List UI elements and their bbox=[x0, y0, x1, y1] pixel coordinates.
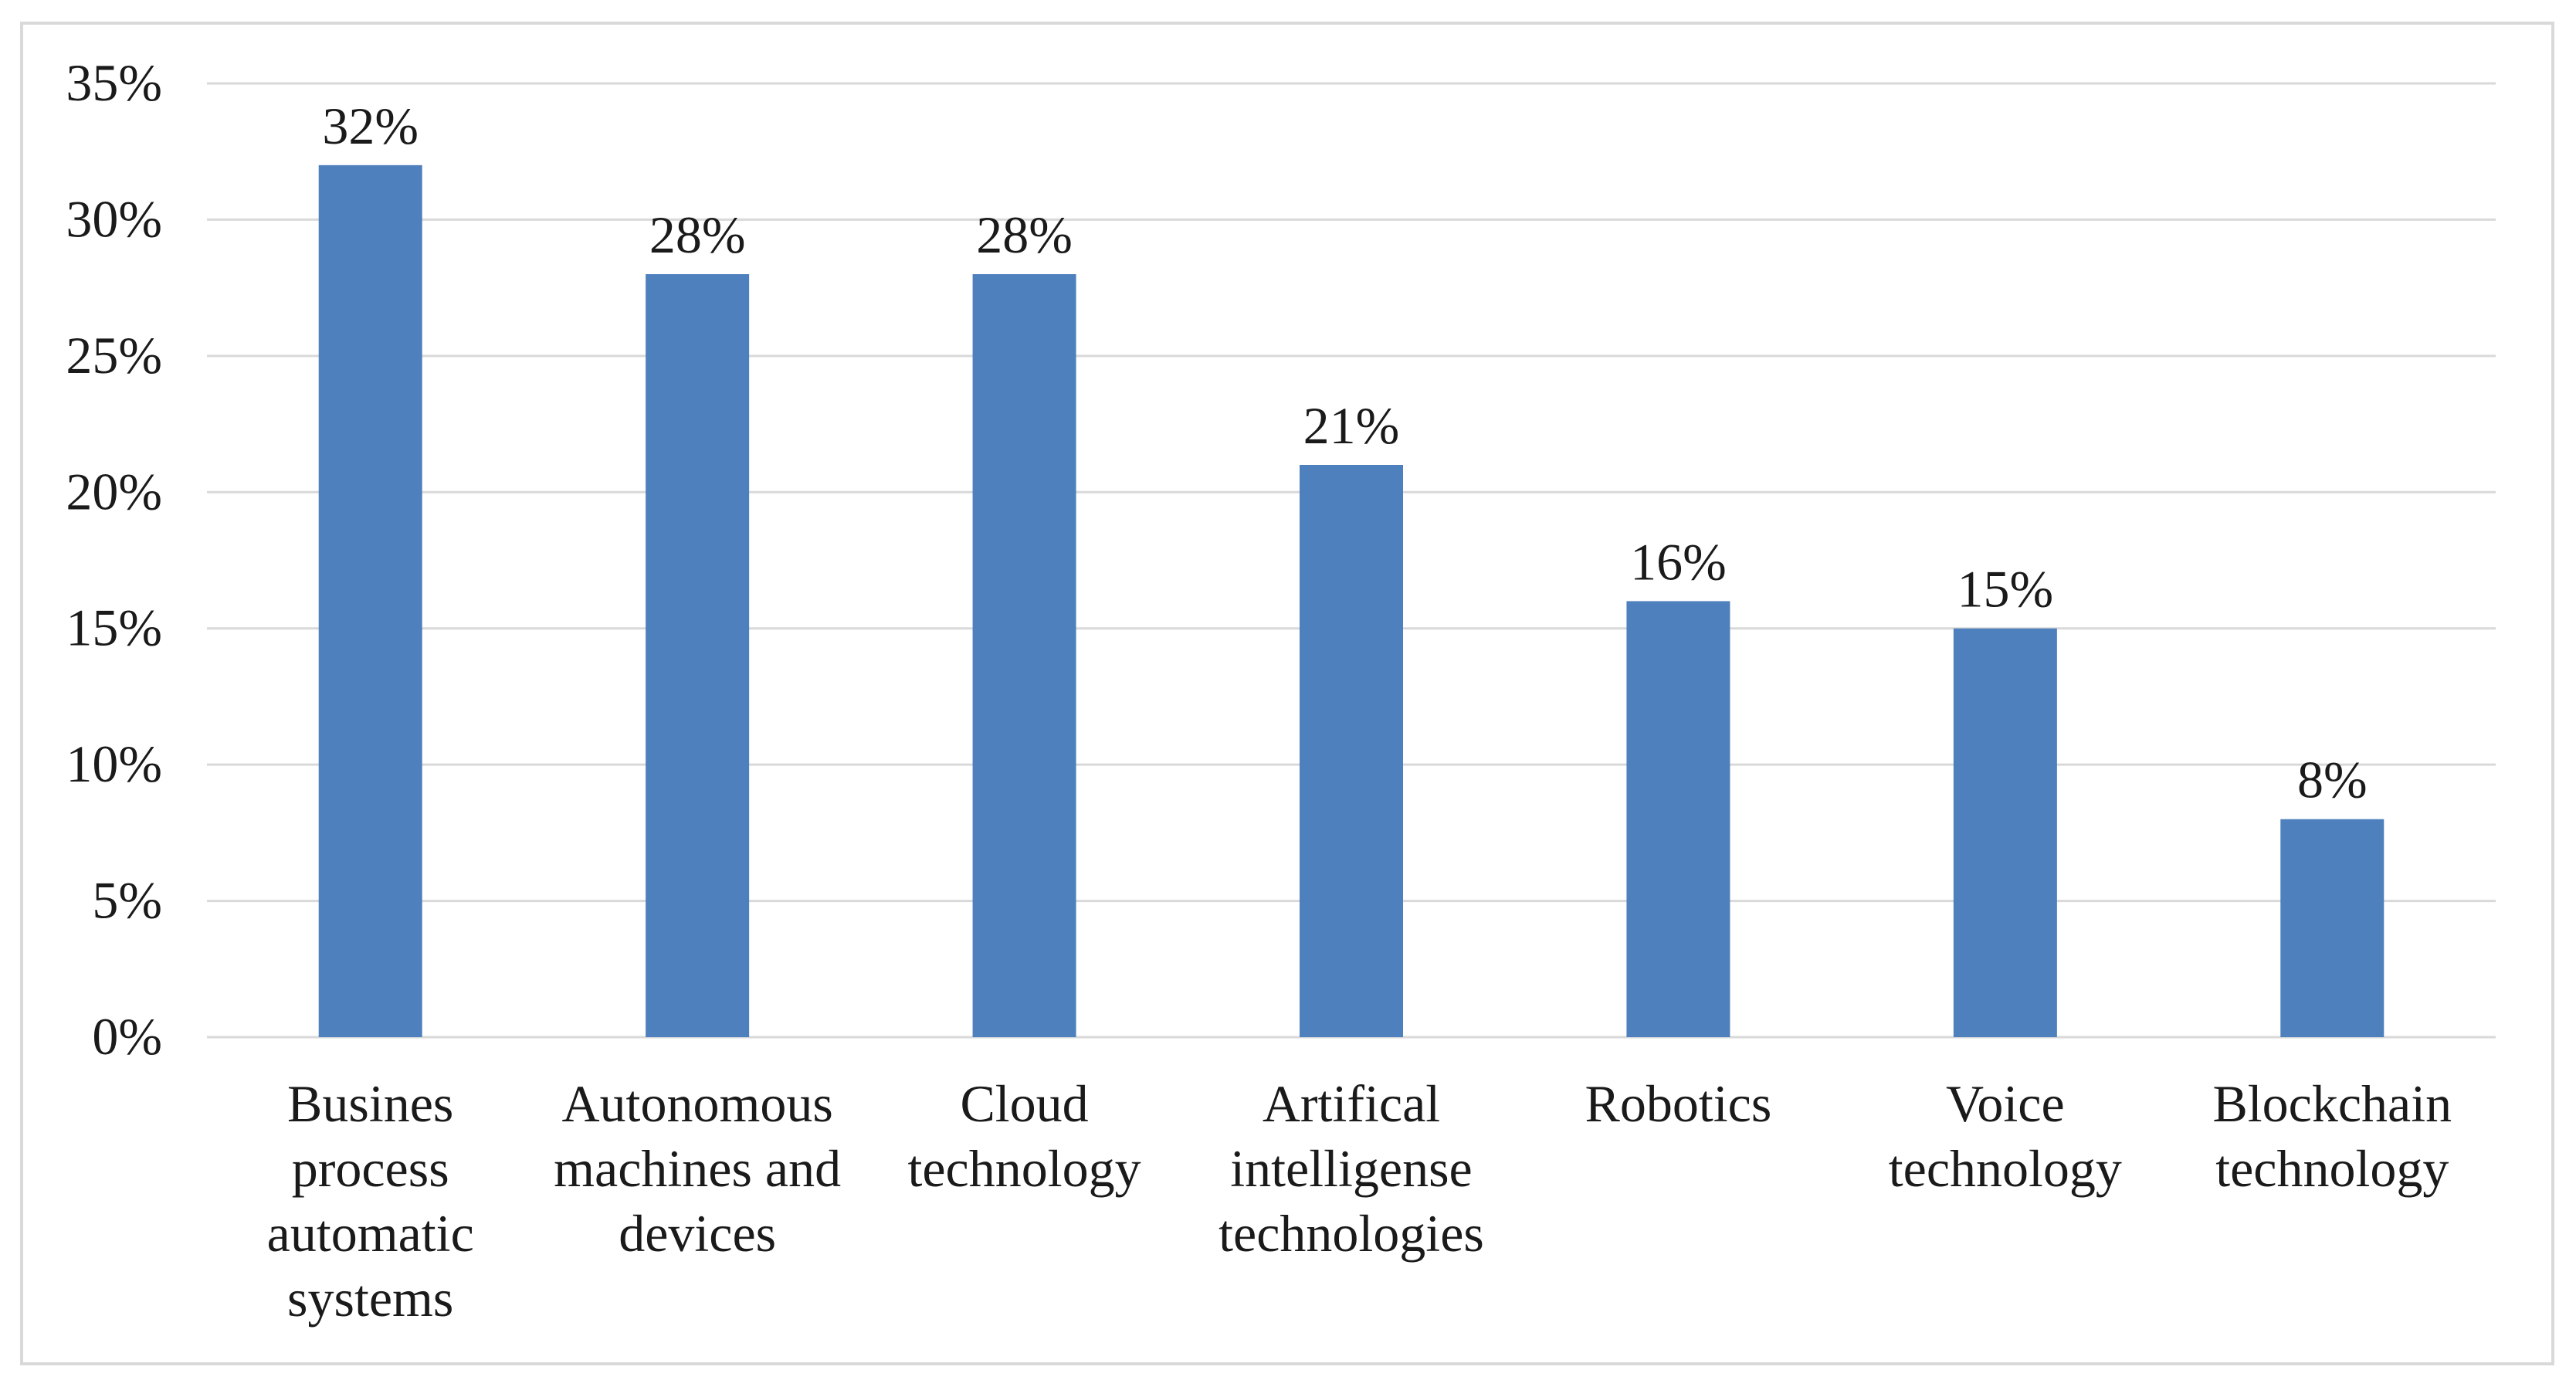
x-category-label-line: Artifical bbox=[1263, 1074, 1440, 1133]
x-category-label: Autonomous machines and devices bbox=[554, 1074, 841, 1263]
x-category-label-line: technology bbox=[2215, 1139, 2449, 1198]
data-label: 32% bbox=[322, 97, 419, 155]
y-tick-label: 30% bbox=[66, 189, 162, 248]
x-category-label-line: Cloud bbox=[960, 1074, 1088, 1133]
y-tick-label: 5% bbox=[92, 871, 162, 930]
data-label: 21% bbox=[1303, 396, 1400, 455]
x-category-label-line: Blockchain bbox=[2212, 1074, 2452, 1133]
chart-frame bbox=[20, 22, 2554, 1365]
x-category-label-line: Robotics bbox=[1585, 1074, 1772, 1133]
x-category-label: Robotics bbox=[1585, 1074, 1772, 1133]
x-category-label: Voice technology bbox=[1889, 1074, 2122, 1198]
bar bbox=[318, 164, 422, 1037]
x-category-label-line: Voice bbox=[1946, 1074, 2065, 1133]
x-category-label-line: technologies bbox=[1219, 1204, 1484, 1263]
y-tick-label: 15% bbox=[66, 599, 162, 657]
x-category-label: Busines process automatic systems bbox=[267, 1074, 474, 1328]
x-axis-categories: Busines process automatic systems Autonomous… bbox=[267, 1074, 2452, 1328]
x-category-label-line: machines and bbox=[554, 1139, 841, 1198]
y-axis-ticks: 0% 5% 10% 15% 20% 25% 30% 35% bbox=[66, 53, 162, 1066]
bar bbox=[1300, 465, 1403, 1037]
x-category-label-line: process bbox=[292, 1139, 449, 1198]
y-tick-label: 20% bbox=[66, 462, 162, 521]
y-tick-label: 10% bbox=[66, 734, 162, 793]
bar bbox=[2280, 819, 2384, 1037]
x-category-label-line: Busines bbox=[287, 1074, 453, 1133]
x-category-label-line: Autonomous bbox=[561, 1074, 832, 1133]
x-category-label: Blockchain technology bbox=[2212, 1074, 2452, 1198]
x-category-label-line: intelligense bbox=[1230, 1139, 1472, 1198]
data-label: 16% bbox=[1630, 532, 1727, 591]
x-category-label-line: technology bbox=[1889, 1139, 2122, 1198]
data-label: 8% bbox=[2297, 751, 2368, 809]
data-label: 28% bbox=[976, 205, 1073, 264]
y-tick-label: 0% bbox=[92, 1007, 162, 1066]
bar bbox=[646, 274, 750, 1037]
bar bbox=[1953, 628, 2057, 1037]
x-category-label-line: devices bbox=[619, 1204, 776, 1263]
data-label: 28% bbox=[649, 205, 746, 264]
x-category-label: Artifical intelligense technologies bbox=[1219, 1074, 1484, 1263]
bars bbox=[318, 164, 2384, 1037]
x-category-label-line: automatic bbox=[267, 1204, 474, 1263]
y-tick-label: 35% bbox=[66, 53, 162, 112]
bar bbox=[972, 274, 1076, 1037]
x-category-label-line: systems bbox=[287, 1269, 453, 1328]
bar bbox=[1626, 601, 1730, 1037]
y-tick-label: 25% bbox=[66, 326, 162, 385]
x-category-label: Cloud technology bbox=[907, 1074, 1141, 1198]
data-label: 15% bbox=[1957, 560, 2054, 619]
x-category-label-line: technology bbox=[907, 1139, 1141, 1198]
data-labels: 32% 28% 28% 21% 16% 15% 8% bbox=[322, 97, 2367, 809]
